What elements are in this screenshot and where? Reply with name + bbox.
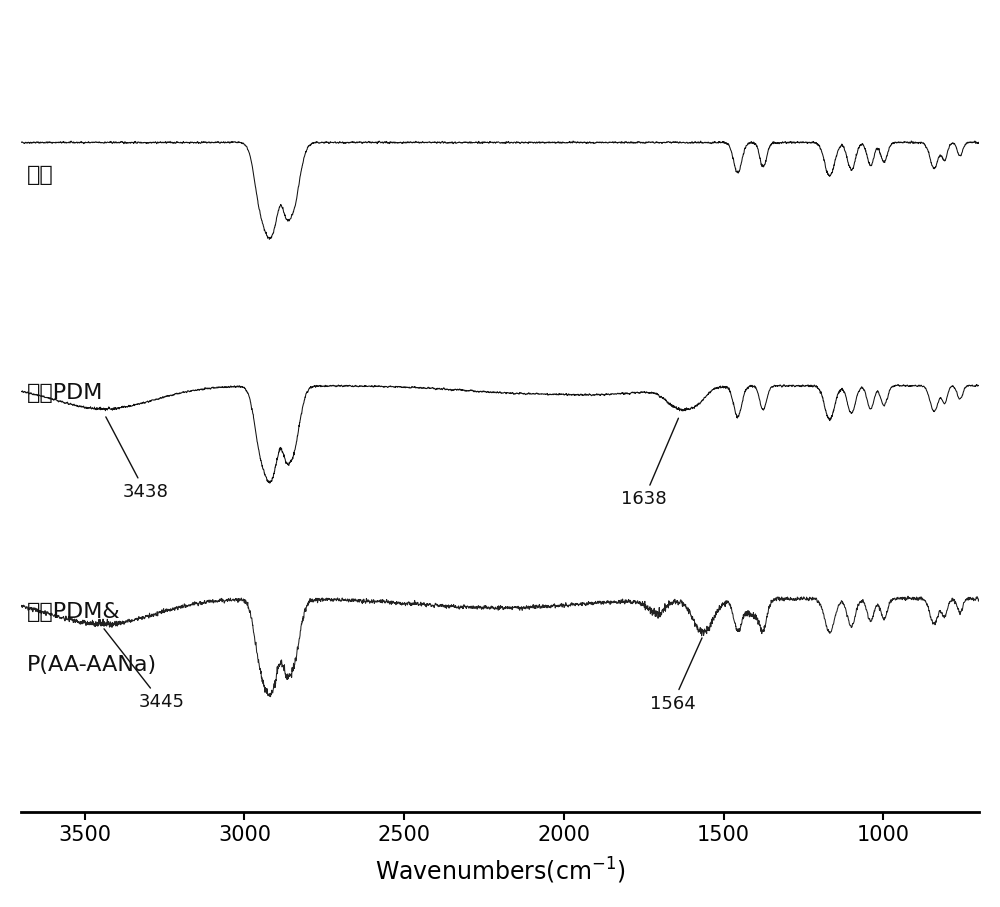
Text: 组装PDM&: 组装PDM& — [27, 602, 121, 622]
Text: 3445: 3445 — [104, 629, 184, 711]
X-axis label: Wavenumbers(cm$^{-1}$): Wavenumbers(cm$^{-1}$) — [375, 856, 625, 886]
Text: 1638: 1638 — [621, 418, 678, 509]
Text: 3438: 3438 — [106, 417, 168, 502]
Text: P(AA-AANa): P(AA-AANa) — [27, 656, 157, 676]
Text: 组装PDM: 组装PDM — [27, 383, 104, 403]
Text: 原膜: 原膜 — [27, 165, 54, 185]
Text: 1564: 1564 — [650, 638, 702, 713]
